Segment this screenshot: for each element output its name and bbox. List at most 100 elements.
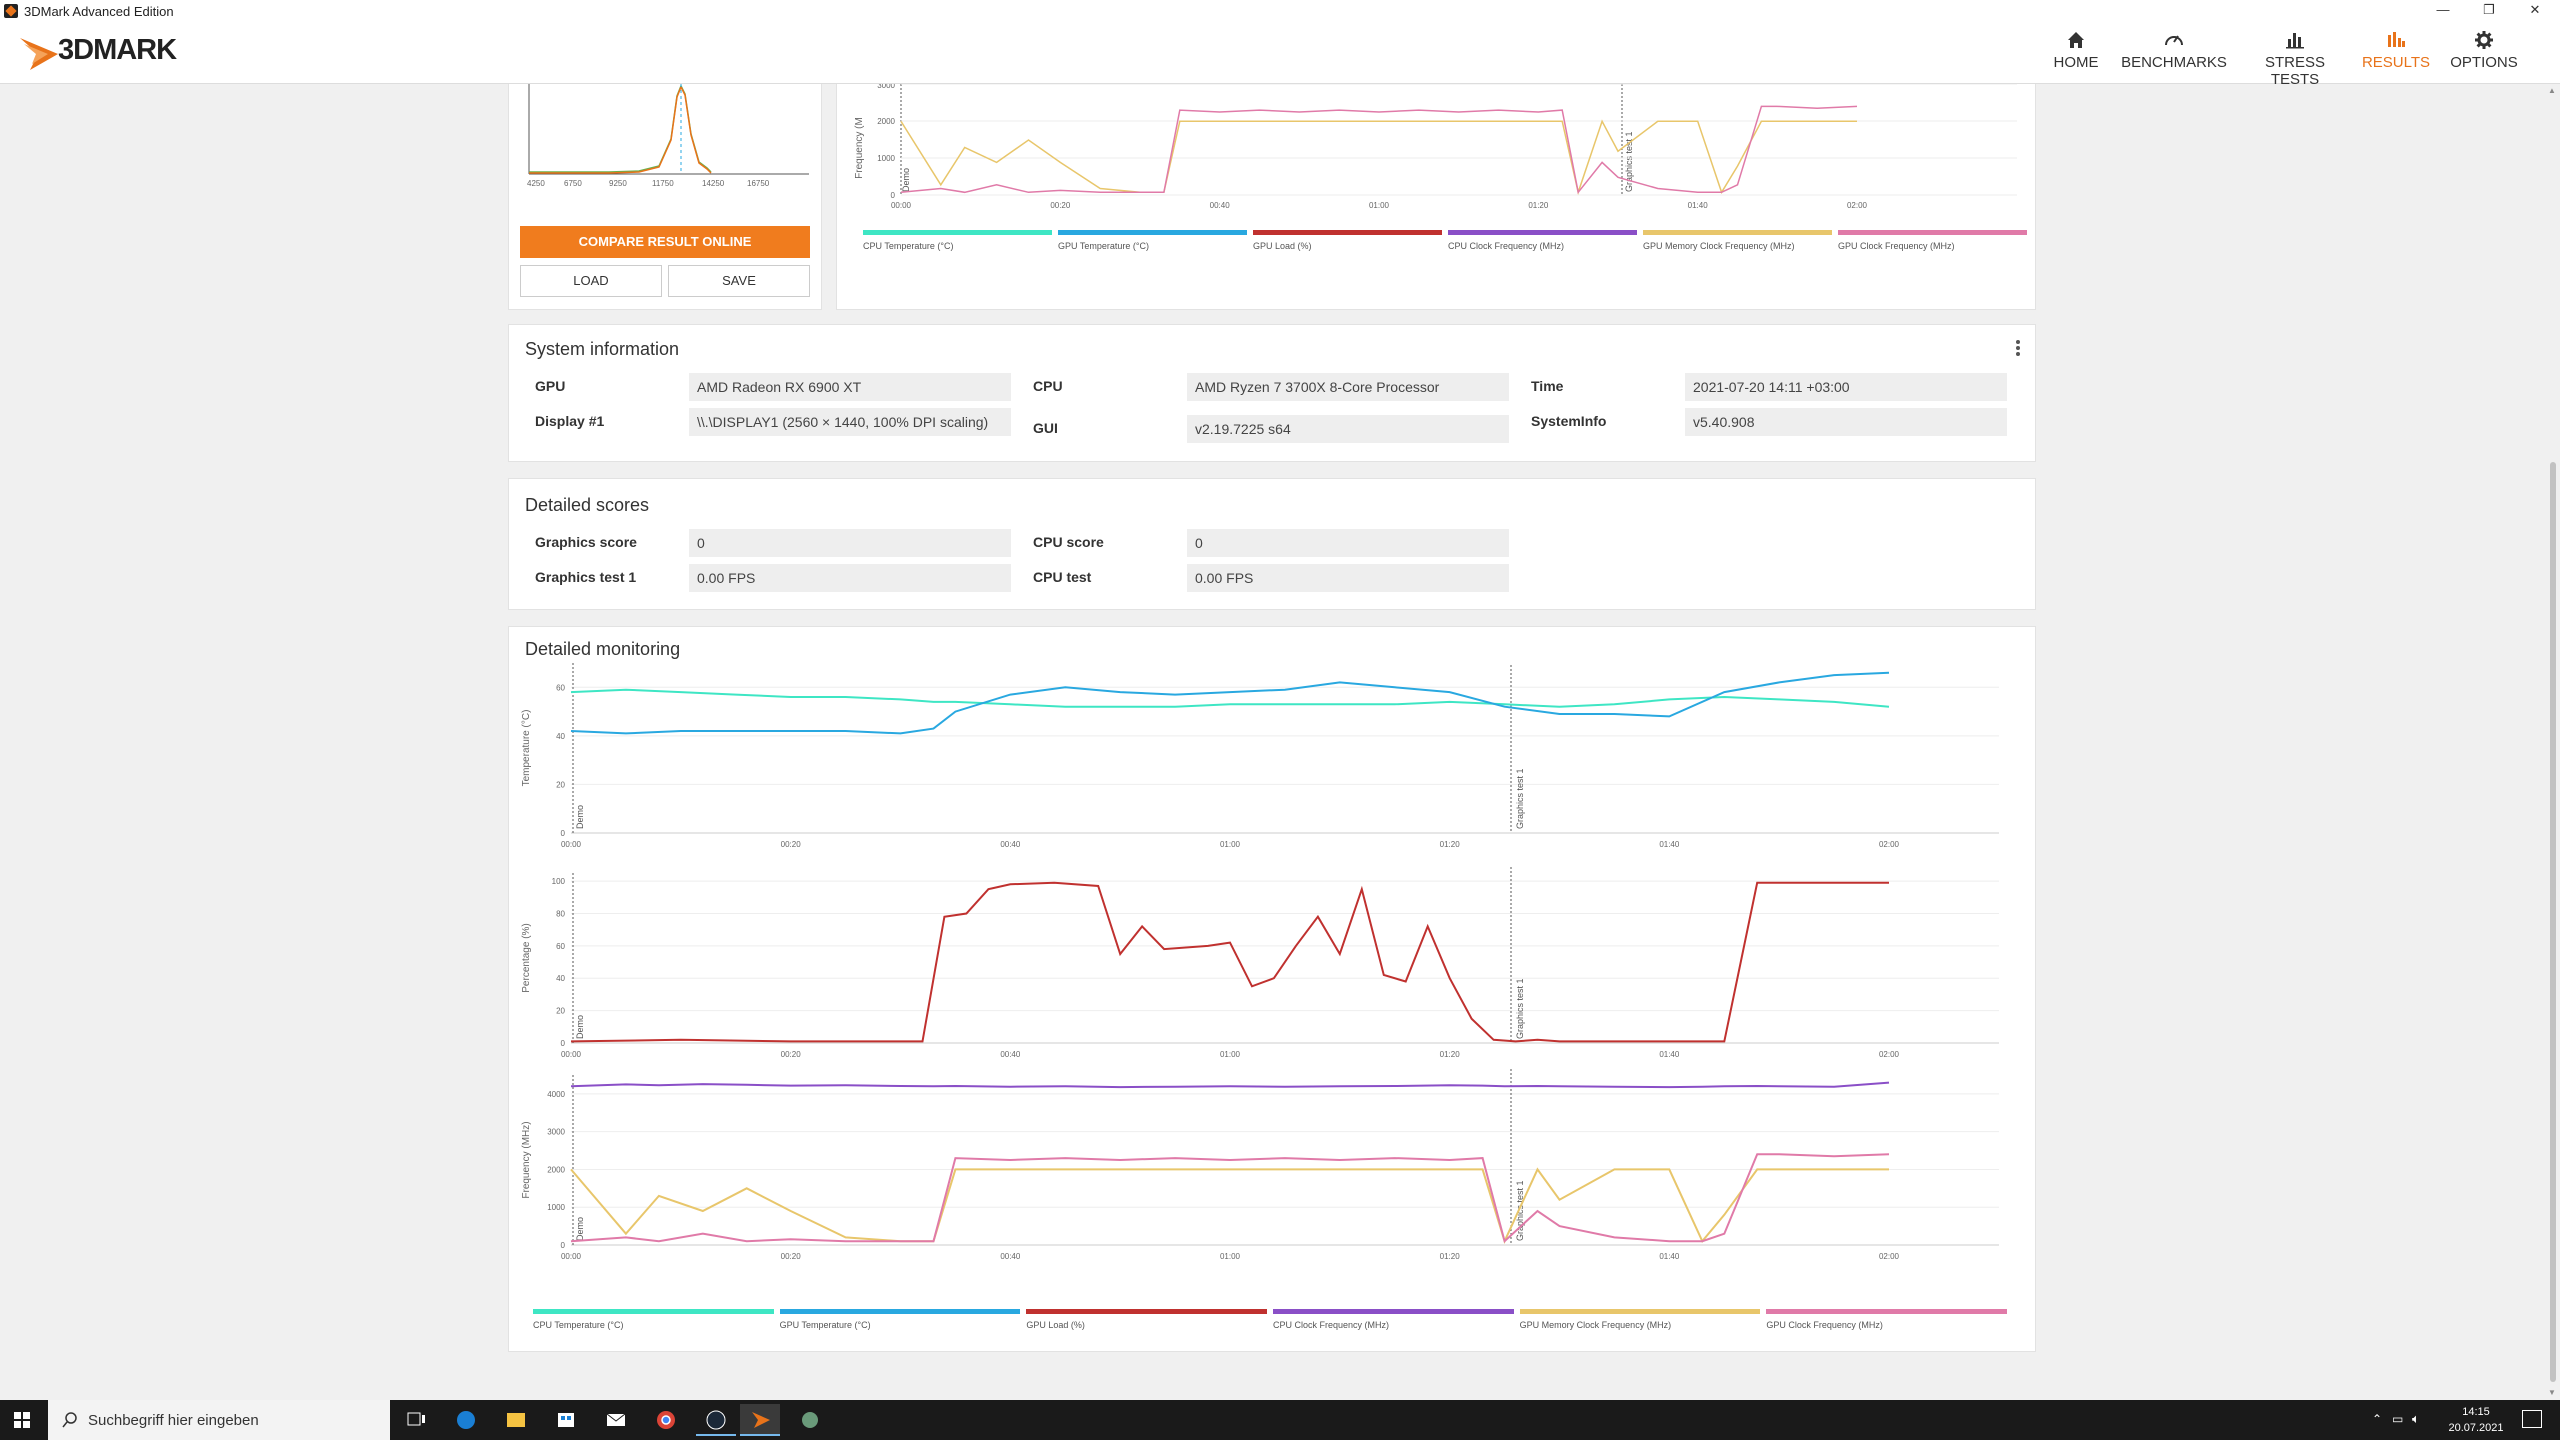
top-chart-legend: CPU Temperature (°C) GPU Temperature (°C)… bbox=[863, 230, 2033, 260]
detailed-monitoring-title: Detailed monitoring bbox=[525, 639, 681, 659]
score-tick: 11750 bbox=[652, 179, 674, 188]
compare-result-online-button[interactable]: COMPARE RESULT ONLINE bbox=[520, 226, 810, 258]
brand-name: 3DMARK bbox=[58, 34, 177, 66]
windows-start-icon[interactable] bbox=[14, 1412, 30, 1428]
score-distribution-chart: 4250 6750 9250 11750 14250 16750 bbox=[527, 84, 809, 188]
gpu-label: GPU bbox=[535, 378, 566, 394]
legend-swatch bbox=[1838, 230, 2027, 235]
taskbar-search-placeholder: Suchbegriff hier eingeben bbox=[88, 1412, 259, 1429]
legend-swatch bbox=[1448, 230, 1637, 235]
file-explorer-icon[interactable] bbox=[496, 1404, 536, 1436]
legend-swatch bbox=[1766, 1309, 2007, 1314]
graphics-test-marker-label: Graphics test 1 bbox=[1515, 1180, 1525, 1241]
task-view-icon[interactable] bbox=[396, 1404, 436, 1436]
monitoring-legend-item[interactable]: GPU Clock Frequency (MHz) bbox=[1766, 1309, 2007, 1330]
percentage-x-tick: 01:20 bbox=[1440, 1050, 1461, 1059]
chrome-icon[interactable] bbox=[646, 1404, 686, 1436]
monitoring-legend-item[interactable]: GPU Load (%) bbox=[1026, 1309, 1267, 1330]
top-x-tick: 00:00 bbox=[891, 201, 912, 210]
gear-icon bbox=[2475, 31, 2493, 49]
cpu-label: CPU bbox=[1033, 378, 1063, 394]
scroll-thumb[interactable] bbox=[2550, 462, 2556, 1382]
legend-swatch bbox=[1253, 230, 1442, 235]
legend-label: CPU Temperature (°C) bbox=[863, 241, 954, 251]
scroll-down-icon[interactable]: ▼ bbox=[2548, 1388, 2556, 1397]
top-series-line bbox=[900, 105, 1858, 195]
app-icon bbox=[4, 4, 18, 18]
top-legend-item[interactable]: GPU Load (%) bbox=[1253, 230, 1442, 251]
steam-icon[interactable] bbox=[696, 1404, 736, 1436]
legend-label: GPU Memory Clock Frequency (MHz) bbox=[1643, 241, 1795, 251]
top-legend-item[interactable]: CPU Temperature (°C) bbox=[863, 230, 1052, 251]
frequency-x-tick: 00:20 bbox=[781, 1252, 802, 1261]
load-button[interactable]: LOAD bbox=[520, 265, 662, 297]
nav-stress-tests[interactable]: STRESS TESTS bbox=[2240, 22, 2350, 88]
store-icon[interactable] bbox=[546, 1404, 586, 1436]
edge-icon[interactable] bbox=[446, 1404, 486, 1436]
mail-icon[interactable] bbox=[596, 1404, 636, 1436]
legend-swatch bbox=[863, 230, 1052, 235]
tray-chevron-icon[interactable]: ⌃ bbox=[2372, 1412, 2383, 1426]
legend-swatch bbox=[779, 1309, 1021, 1314]
gui-value: v2.19.7225 s64 bbox=[1187, 415, 1509, 443]
nav-options[interactable]: OPTIONS bbox=[2444, 22, 2524, 84]
top-marker-demo: Demo bbox=[901, 168, 911, 192]
score-tick: 4250 bbox=[527, 179, 545, 188]
cpu-score-value: 0 bbox=[1187, 529, 1509, 557]
frequency-x-tick: 00:00 bbox=[561, 1252, 582, 1261]
nav-benchmarks-label: BENCHMARKS bbox=[2121, 54, 2227, 71]
more-options-icon[interactable] bbox=[2015, 339, 2021, 357]
frequency-series-line bbox=[570, 1167, 1889, 1245]
monitoring-legend-item[interactable]: GPU Temperature (°C) bbox=[779, 1309, 1021, 1330]
display-value: \\.\DISPLAY1 (2560 × 1440, 100% DPI scal… bbox=[689, 408, 1011, 436]
frequency-y-tick: 2000 bbox=[547, 1165, 565, 1174]
volume-icon[interactable]: 🔈︎ bbox=[2412, 1411, 2420, 1426]
3dmark-taskbar-icon[interactable] bbox=[740, 1404, 780, 1436]
temperature-y-tick: 60 bbox=[556, 683, 565, 692]
restore-button[interactable]: ❐ bbox=[2483, 2, 2495, 17]
top-frequency-chart: Frequency (M 3000 2000 1000 0 00:00 00:20… bbox=[854, 84, 2017, 210]
top-monitoring-card: Frequency (M 3000 2000 1000 0 00:00 00:20… bbox=[836, 84, 2036, 310]
nav-benchmarks[interactable]: BENCHMARKS bbox=[2118, 22, 2230, 84]
legend-swatch bbox=[1643, 230, 1832, 235]
top-y-tick: 1000 bbox=[877, 154, 895, 163]
top-legend-item[interactable]: GPU Temperature (°C) bbox=[1058, 230, 1247, 251]
close-button[interactable]: ✕ bbox=[2529, 2, 2541, 17]
minimize-button[interactable]: — bbox=[2436, 2, 2450, 17]
legend-label: GPU Load (%) bbox=[1253, 241, 1312, 251]
top-legend-item[interactable]: GPU Memory Clock Frequency (MHz) bbox=[1643, 230, 1832, 251]
score-tick: 9250 bbox=[609, 179, 627, 188]
nav-results[interactable]: RESULTS bbox=[2360, 22, 2432, 84]
score-tick: 16750 bbox=[747, 179, 770, 188]
top-legend-item[interactable]: GPU Clock Frequency (MHz) bbox=[1838, 230, 2027, 251]
percentage-y-tick: 80 bbox=[556, 909, 565, 918]
app-taskbar-icon[interactable] bbox=[790, 1404, 830, 1436]
system-information-card: System information GPU AMD Radeon RX 690… bbox=[508, 324, 2036, 462]
scroll-up-icon[interactable]: ▲ bbox=[2548, 86, 2556, 95]
window-title: 3DMark Advanced Edition bbox=[24, 4, 174, 19]
detailed-monitoring-card: Detailed monitoring 60 40 20 0 Temperature (… bbox=[508, 626, 2036, 1352]
graphics-test-value: 0.00 FPS bbox=[689, 564, 1011, 592]
systeminfo-value: v5.40.908 bbox=[1685, 408, 2007, 436]
top-legend-item[interactable]: CPU Clock Frequency (MHz) bbox=[1448, 230, 1637, 251]
taskbar-search-box[interactable]: Suchbegriff hier eingeben bbox=[48, 1400, 390, 1440]
legend-swatch bbox=[533, 1309, 774, 1314]
nav-home-label: HOME bbox=[2053, 54, 2099, 71]
temperature-x-tick: 01:20 bbox=[1440, 840, 1461, 849]
cpu-test-label: CPU test bbox=[1033, 569, 1092, 585]
top-y-tick: 0 bbox=[891, 191, 896, 200]
graphics-score-value: 0 bbox=[689, 529, 1011, 557]
gpu-value: AMD Radeon RX 6900 XT bbox=[689, 373, 1011, 401]
page-scrollbar[interactable]: ▲ ▼ bbox=[2546, 84, 2560, 1400]
monitoring-legend-item[interactable]: GPU Memory Clock Frequency (MHz) bbox=[1519, 1309, 1761, 1330]
top-x-tick: 01:20 bbox=[1528, 201, 1549, 210]
monitoring-legend-item[interactable]: CPU Temperature (°C) bbox=[533, 1309, 774, 1330]
nav-home[interactable]: HOME bbox=[2040, 22, 2112, 84]
top-series-line bbox=[900, 119, 1857, 196]
notifications-icon[interactable] bbox=[2522, 1410, 2542, 1428]
save-button[interactable]: SAVE bbox=[668, 265, 810, 297]
monitoring-legend-item[interactable]: CPU Clock Frequency (MHz) bbox=[1273, 1309, 1514, 1330]
legend-swatch bbox=[1519, 1309, 1761, 1314]
network-icon[interactable]: ▭ bbox=[2392, 1412, 2404, 1426]
taskbar-clock[interactable]: 14:15 20.07.2021 bbox=[2436, 1404, 2516, 1436]
